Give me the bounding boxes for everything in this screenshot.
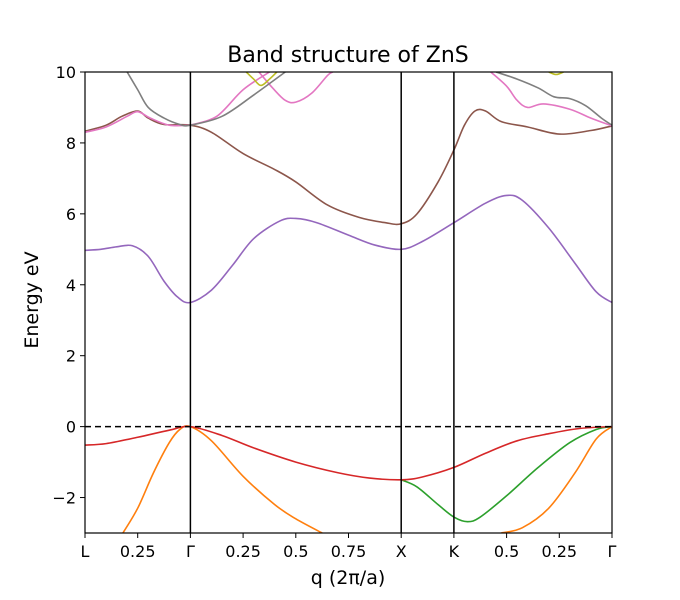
x-tick-label-10: Γ [608,542,617,561]
band-line-7 [85,110,191,134]
y-axis-ticks: −2 0 2 4 6 8 10 [52,63,85,508]
band-line-3 [400,425,612,523]
band-line-12 [495,72,612,126]
plot-frame [84,71,613,534]
y-tick-label-0: −2 [52,489,76,508]
x-tick-label-9: 0.25 [541,542,577,561]
band-line-9 [258,72,334,104]
band-line-14 [548,72,564,76]
y-tick-label-1: 0 [66,418,76,437]
x-axis-label: q (2π/a) [311,567,386,589]
x-tick-label-5: 0.75 [331,542,367,561]
band-line-8 [190,72,270,126]
y-tick-label-4: 6 [66,205,76,224]
y-tick-label-3: 4 [66,276,76,295]
x-tick-label-3: 0.25 [225,542,261,561]
y-tick-label-6: 10 [56,63,76,82]
band-line-1 [122,425,323,533]
band-line-5 [85,194,612,304]
y-tick-label-5: 8 [66,134,76,153]
x-axis-ticks: L 0.25 Γ 0.25 0.5 0.75 X K 0.5 0.25 Γ [81,533,617,561]
band-line-2 [501,425,612,533]
x-tick-label-6: X [396,542,407,561]
x-tick-label-0: L [81,542,90,561]
y-axis-label: Energy eV [21,251,43,348]
chart-title: Band structure of ZnS [227,43,468,68]
x-tick-label-4: 0.5 [283,542,308,561]
band-line-10 [490,72,612,127]
y-tick-label-2: 2 [66,347,76,366]
band-line-6 [85,108,612,226]
band-line-11 [126,72,286,127]
x-tick-label-1: 0.25 [120,542,156,561]
x-tick-label-8: 0.5 [494,542,519,561]
band-lines [85,72,612,533]
x-tick-label-2: Γ [186,542,195,561]
band-line-13 [245,72,278,87]
x-tick-label-7: K [449,542,460,561]
plot-area [84,71,613,534]
band-line-4 [85,425,612,481]
